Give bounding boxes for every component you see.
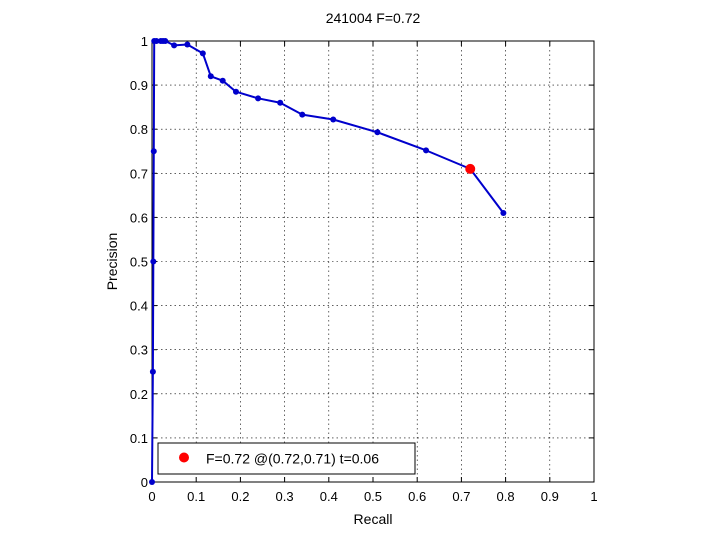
x-tick-label: 0.5 [364,489,382,504]
data-point [171,42,178,49]
y-tick-label: 1 [141,34,148,49]
legend: F=0.72 @(0.72,0.71) t=0.06 [157,442,416,475]
x-tick-label: 0.1 [187,489,205,504]
grid-lines [152,41,594,482]
y-tick-label: 0.2 [130,387,148,402]
x-tick-label: 1 [590,489,597,504]
axis-ticks: 0 0.1 0.2 0.3 0.4 0.5 0.6 0.7 0.8 0.9 1 0 0.1 0.2 0.3 0… [130,34,598,504]
y-tick-label: 0.5 [130,255,148,270]
y-axis-title: Precision [104,233,120,291]
y-tick-label: 0.6 [130,210,148,225]
y-tick-label: 0 [141,475,148,490]
x-tick-label: 0.9 [541,489,559,504]
chart-title: 241004 F=0.72 [326,10,421,26]
data-point [330,116,337,123]
data-point [150,258,157,265]
y-tick-label: 0.8 [130,122,148,137]
data-point [184,41,191,48]
legend-label: F=0.72 @(0.72,0.71) t=0.06 [206,451,379,467]
x-tick-label: 0 [148,489,155,504]
x-tick-label: 0.2 [231,489,249,504]
data-point [219,77,226,84]
x-tick-label: 0.4 [320,489,338,504]
x-tick-label: 0.7 [452,489,470,504]
data-point [232,88,239,95]
data-point [199,50,206,57]
legend-box [157,442,416,475]
data-point [423,147,430,154]
y-tick-label: 0.4 [130,299,148,314]
data-point [149,479,155,485]
data-point [149,368,156,375]
y-tick-label: 0.1 [130,431,148,446]
y-tick-label: 0.7 [130,166,148,181]
data-point [299,111,306,118]
data-point [255,95,262,102]
data-point [150,148,157,155]
x-tick-label: 0.6 [408,489,426,504]
best-f-point [465,163,476,174]
x-tick-label: 0.3 [276,489,294,504]
data-point [207,73,214,80]
legend-marker [179,452,189,463]
x-axis-title: Recall [354,511,393,527]
data-point [277,99,284,106]
y-tick-label: 0.9 [130,78,148,93]
x-tick-label: 0.8 [497,489,515,504]
series-layer [149,38,507,485]
data-point [500,209,507,216]
data-point [153,38,160,44]
data-point [374,129,381,136]
y-tick-label: 0.3 [130,343,148,358]
data-point [162,38,169,44]
